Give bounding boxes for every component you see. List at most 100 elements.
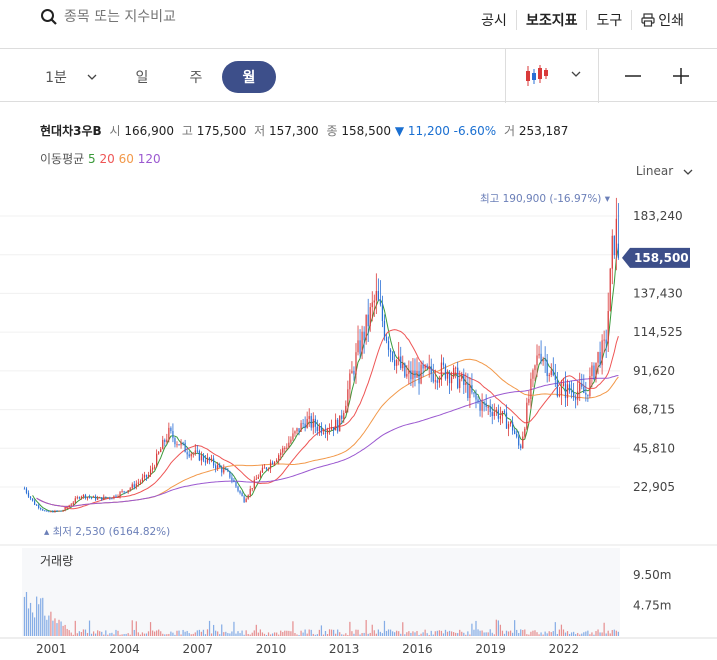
volume-bar (271, 633, 274, 636)
candle-body (442, 362, 445, 366)
year-tick-label: 2007 (182, 642, 213, 656)
year-tick-label: 2013 (329, 642, 360, 656)
candle-body (76, 497, 78, 499)
tab-day[interactable]: 일 (135, 70, 149, 86)
chart-type-dropdown[interactable] (524, 63, 584, 91)
volume-bar (404, 634, 406, 636)
change-value: ▼ 11,200 -6.60% (394, 124, 497, 138)
volume-bar (282, 632, 284, 636)
volume-bar (127, 633, 129, 636)
candle-body (371, 302, 373, 308)
volume-bar (339, 632, 341, 636)
candle-body (489, 406, 491, 413)
zoom-in-icon[interactable] (671, 66, 691, 86)
volume-bar (597, 629, 599, 636)
volume-bar (528, 634, 530, 636)
ma-line-120 (36, 375, 619, 507)
disclosure-link[interactable]: 공시 (481, 13, 507, 29)
candle-body (345, 405, 347, 413)
candle-body (483, 401, 485, 404)
volume-bar (477, 629, 479, 636)
volume-bar (328, 629, 331, 636)
candle-body (269, 462, 272, 469)
candle-body (536, 355, 538, 366)
candle-body (184, 442, 186, 453)
candle-body (347, 389, 349, 406)
volume-bar (141, 632, 144, 636)
volume-bar (180, 634, 182, 636)
candle-body (544, 359, 546, 361)
volume-bar (343, 634, 345, 636)
volume-bar (495, 619, 497, 636)
ma-20: 20 (99, 152, 115, 166)
volume-bar (310, 629, 312, 636)
volume-bar (188, 633, 190, 636)
volume-bar (359, 634, 361, 636)
candle-body (80, 496, 83, 499)
indicator-link[interactable]: 보조지표 (515, 10, 587, 30)
candle-body (355, 352, 357, 375)
candle-body (408, 370, 410, 374)
annotations: 최고 190,900 (-16.97%) ▾ ▴ 최저 2,530 (6164.8… (44, 193, 611, 538)
ma-120: 120 (137, 152, 161, 166)
candle-body (282, 448, 284, 453)
candle-body (434, 380, 436, 382)
period-1min-dropdown[interactable]: 1분 (36, 61, 106, 93)
print-link[interactable]: 인쇄 (631, 10, 693, 30)
search-input[interactable] (64, 9, 284, 25)
candle-body (507, 424, 510, 429)
price-chart[interactable]: 183,240 137,430 114,525 91,620 68,715 45,810 2… (0, 180, 717, 660)
candle-body (103, 496, 105, 500)
volume-bar (151, 630, 154, 636)
candle-body (117, 496, 119, 498)
candle-body (194, 450, 196, 454)
volume-bar (332, 629, 335, 636)
volume-bar (23, 596, 26, 636)
volume-bar (92, 631, 95, 636)
candle-body (404, 363, 406, 377)
chevron-down-icon (683, 169, 693, 175)
candle-body (432, 373, 434, 382)
volume-bar (587, 630, 589, 636)
stock-name: 현대차3우B (40, 124, 102, 138)
volume-bar (109, 633, 111, 636)
volume-bar (601, 632, 603, 636)
volume-bar (68, 630, 70, 636)
zoom-out-icon[interactable] (623, 66, 643, 86)
volume-bar (408, 631, 410, 636)
tools-link[interactable]: 도구 (586, 10, 631, 30)
volume-bar (363, 632, 365, 636)
candle-body (457, 367, 459, 388)
volume-bar (391, 631, 394, 636)
candle-body (479, 402, 481, 411)
volume-bar (48, 615, 50, 636)
volume-title: 거래량 (40, 554, 73, 568)
candle-body (314, 418, 316, 427)
moving-average-legend[interactable]: 이동평균 5 20 60 120 (40, 150, 161, 167)
candle-body (52, 511, 54, 513)
candle-body (424, 365, 426, 369)
candle-body (82, 494, 85, 497)
candle-body (465, 382, 467, 385)
volume-bar (253, 630, 255, 636)
volume-bar (139, 634, 141, 636)
volume-bar (115, 629, 117, 636)
volume-bar (182, 629, 184, 636)
tab-week[interactable]: 주 (189, 70, 203, 86)
volume-bar (156, 630, 158, 636)
volume-bar (78, 631, 80, 636)
volume-bar (483, 632, 485, 636)
year-tick-label: 2019 (475, 642, 506, 656)
candle-body (493, 411, 495, 417)
candle-body (328, 429, 331, 431)
candle-body (23, 488, 26, 490)
tab-month[interactable]: 월 (222, 61, 276, 93)
search-icon[interactable] (40, 8, 58, 26)
scale-dropdown[interactable]: Linear (636, 164, 693, 178)
candle-body (227, 469, 229, 472)
volume-bar (97, 630, 99, 636)
candle-body (422, 364, 424, 369)
candle-body (477, 399, 479, 403)
volume-bar (312, 633, 314, 636)
candle-body (99, 497, 101, 499)
